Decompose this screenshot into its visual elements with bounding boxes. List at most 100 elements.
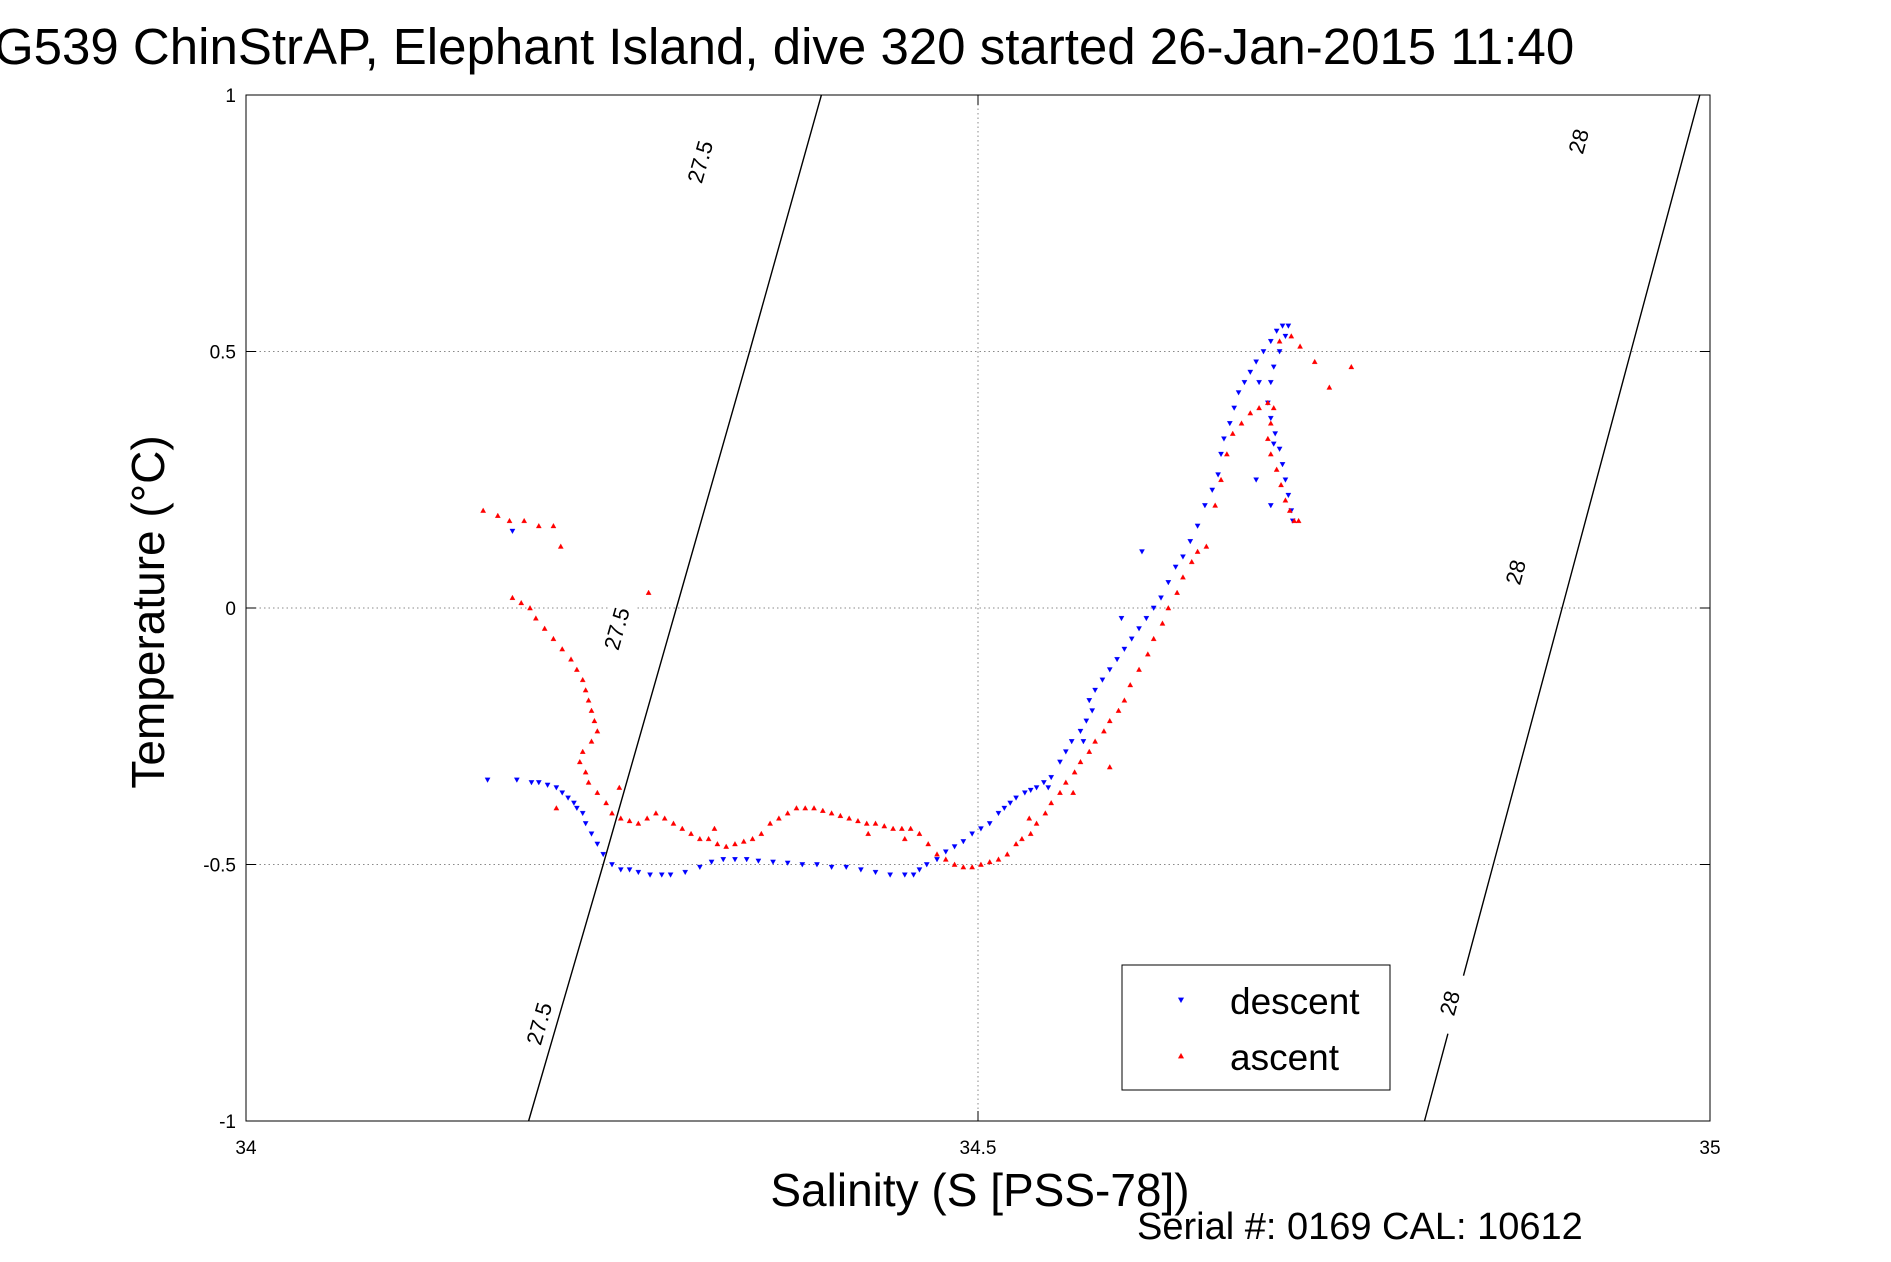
descent-point — [553, 785, 560, 791]
legend-label-descent: descent — [1230, 981, 1360, 1022]
y-axis-label: Temperature (°C) — [122, 435, 174, 788]
ascent-point — [758, 830, 765, 836]
ascent-point — [1033, 820, 1040, 826]
descent-point — [1267, 503, 1274, 509]
legend-label-ascent: ascent — [1230, 1037, 1340, 1078]
ascent-point — [550, 523, 557, 529]
grid — [245, 94, 1711, 1122]
ascent-point — [1042, 810, 1049, 816]
descent-point — [574, 805, 580, 811]
ascent-point — [1121, 697, 1128, 703]
descent-point — [1282, 477, 1289, 483]
descent-point — [682, 869, 689, 876]
descent-point — [720, 857, 727, 863]
descent-point — [535, 780, 542, 786]
ascent-point — [1295, 517, 1302, 524]
descent-point — [978, 826, 984, 832]
ascent-point — [626, 817, 633, 824]
ascent-point — [819, 807, 826, 813]
ascent-point — [863, 820, 870, 826]
ascent-point — [653, 810, 659, 816]
ascent-point — [494, 512, 501, 518]
descent-point — [1231, 405, 1238, 411]
ascent-point — [705, 835, 712, 842]
descent-point — [1226, 421, 1233, 427]
ascent-point — [1212, 502, 1219, 508]
y-tick-label: 0 — [225, 599, 236, 620]
descent-point — [1136, 626, 1142, 632]
descent-point — [1086, 698, 1093, 704]
ascent-point — [1159, 620, 1166, 626]
ascent-point — [1265, 435, 1271, 441]
descent-point — [1057, 759, 1063, 765]
ascent-point — [557, 543, 564, 549]
x-axis-label: Salinity (S [PSS-78]) — [770, 1164, 1189, 1216]
descent-point — [960, 839, 967, 845]
ascent-point — [1238, 420, 1245, 426]
ascent-point — [1106, 717, 1113, 724]
ascent-point — [1004, 851, 1011, 857]
isopycnal-28 — [1423, 94, 1701, 1122]
descent-point — [858, 867, 864, 873]
ascent-point — [865, 830, 872, 836]
descent-series — [484, 323, 1296, 878]
descent-point — [1158, 595, 1164, 601]
descent-point — [784, 860, 791, 866]
isopycnal-27.5 — [527, 94, 823, 1122]
ascent-point — [1086, 748, 1093, 754]
ascent-point — [553, 805, 560, 811]
descent-point — [1143, 616, 1150, 622]
ascent-point — [872, 820, 879, 826]
ascent-point — [1218, 476, 1224, 482]
descent-point — [1114, 657, 1120, 663]
descent-point — [1218, 451, 1224, 458]
descent-point — [1068, 739, 1075, 745]
ascent-point — [688, 830, 694, 836]
ascent-point — [907, 825, 914, 831]
descent-point — [617, 867, 624, 873]
descent-point — [901, 872, 908, 878]
descent-point — [1118, 616, 1125, 622]
ascent-point — [1165, 605, 1172, 611]
descent-point — [910, 872, 917, 878]
ascent-point — [1265, 399, 1271, 406]
ascent-point — [1291, 517, 1298, 524]
descent-point — [528, 780, 535, 786]
descent-point — [658, 872, 665, 878]
ascent-point — [559, 646, 566, 652]
ascent-point — [1267, 420, 1274, 426]
descent-point — [1270, 441, 1277, 447]
descent-point — [1007, 800, 1014, 806]
descent-point — [513, 777, 520, 783]
ascent-point — [767, 820, 773, 826]
ascent-point — [527, 605, 533, 611]
descent-point — [951, 844, 958, 850]
ascent-point — [574, 666, 580, 672]
ascent-point — [1077, 758, 1084, 765]
descent-point — [1221, 436, 1227, 442]
descent-point — [1180, 554, 1186, 560]
contour-label-bg — [1557, 108, 1599, 174]
ascent-point — [1229, 430, 1236, 436]
ascent-point — [1188, 558, 1195, 565]
ascent-point — [582, 769, 589, 775]
descent-point — [565, 795, 571, 801]
ascent-point — [1106, 764, 1113, 770]
descent-point — [1241, 380, 1248, 386]
descent-point — [571, 800, 577, 806]
ascent-point — [776, 815, 782, 821]
descent-point — [1260, 349, 1267, 355]
ascent-point — [846, 815, 853, 821]
ascent-point — [1297, 343, 1303, 349]
ascent-point — [740, 838, 747, 844]
ascent-point — [890, 825, 896, 831]
ascent-point — [1180, 574, 1186, 580]
descent-point — [1080, 739, 1087, 745]
ascent-point — [986, 859, 993, 865]
ascent-point — [1048, 800, 1055, 806]
ascent-point — [1247, 410, 1254, 416]
axis-ticks: 34 34.5 35 1 0.5 0 -0.5 -1 — [203, 86, 1720, 1159]
ascent-point — [855, 817, 861, 824]
ascent-point — [732, 841, 738, 847]
